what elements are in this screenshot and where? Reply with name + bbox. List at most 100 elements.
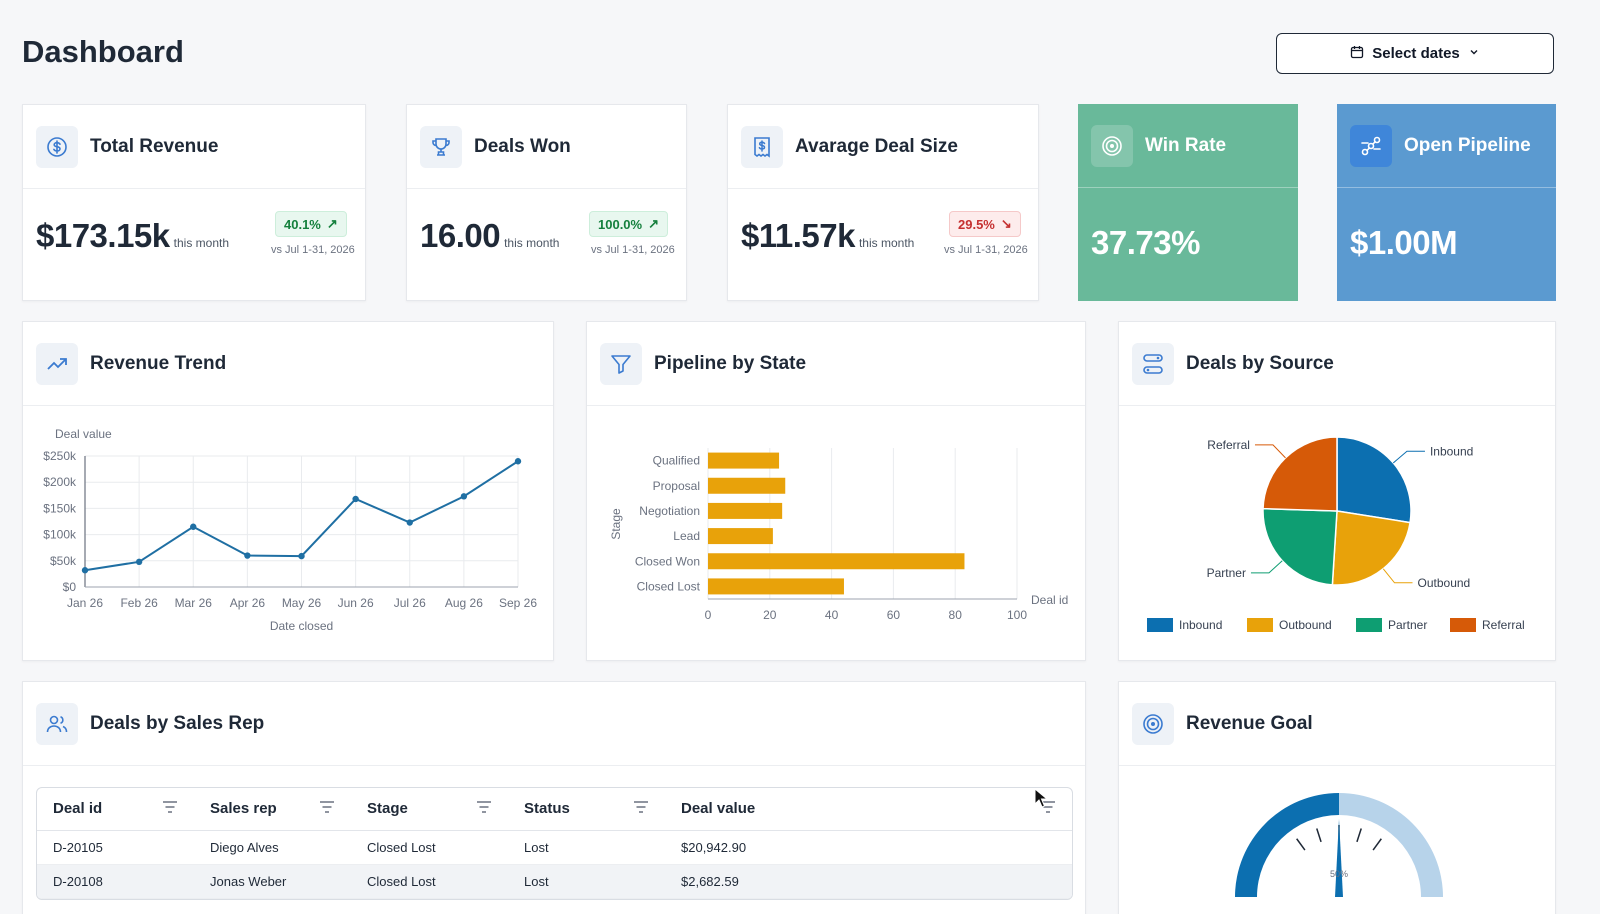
win-rate-card: Win Rate 37.73%	[1078, 104, 1298, 301]
column-header-deal-id[interactable]: Deal id	[37, 788, 194, 831]
y-tick-label: Negotiation	[639, 504, 700, 518]
pipeline-title: Pipeline by State	[654, 352, 807, 374]
x-tick-label: Jan 26	[67, 596, 103, 610]
filter-lines-icon[interactable]	[162, 800, 178, 818]
kpi-change-badge: 100.0% ↗	[589, 211, 668, 237]
column-header-deal-value[interactable]: Deal value	[665, 788, 1072, 831]
deals-by-sales-rep-title: Deals by Sales Rep	[90, 712, 265, 734]
kpi-value: $11.57k	[741, 217, 855, 254]
kpi-value: $173.15k	[36, 217, 170, 254]
revenue-trend-title: Revenue Trend	[90, 352, 227, 374]
open-pipeline-title: Open Pipeline	[1404, 134, 1531, 156]
cell-status: Lost	[508, 864, 665, 899]
pipeline-chart: 0 20 40 60 80 100 Qualified Proposal Negotiation…	[609, 448, 1068, 622]
data-point	[406, 519, 413, 526]
gauge-tick	[1296, 838, 1306, 851]
gauge-value-label: 50%	[1330, 869, 1348, 879]
y-tick-label: Proposal	[653, 479, 700, 493]
y-tick-label: $200k	[43, 475, 77, 489]
data-point	[81, 567, 89, 574]
deals-by-source-title: Deals by Source	[1186, 352, 1334, 374]
select-dates-button[interactable]: Select dates	[1276, 33, 1554, 74]
kpi-compare: vs Jul 1-31, 2026	[944, 244, 1028, 256]
filter-icon	[600, 342, 642, 385]
slice-leader-line	[1382, 568, 1413, 584]
cell-status: Lost	[508, 830, 665, 865]
cell-sales-rep: Diego Alves	[194, 830, 351, 865]
x-tick-label: Feb 26	[120, 596, 158, 610]
mouse-cursor-icon	[1034, 787, 1049, 813]
kpi-period: this month	[504, 236, 560, 250]
x-tick-label: 40	[825, 608, 839, 622]
cell-deal-value: $2,682.59	[665, 864, 1072, 899]
deals-by-source-panel: Deals by Source Inbound Outbound Partner Re…	[1118, 321, 1556, 661]
y-tick-label: Closed Won	[635, 554, 700, 568]
cell-stage: Closed Lost	[351, 830, 508, 865]
dollar-icon	[36, 125, 78, 168]
deals-table: Deal id Sales rep Stage Status Deal valu…	[36, 787, 1073, 900]
legend-swatch	[1356, 618, 1382, 632]
x-tick-label: Sep 26	[499, 596, 537, 610]
arrow-down-right-icon: ↘	[1000, 216, 1012, 231]
revenue-goal-gauge: 50%	[1235, 793, 1443, 897]
y-tick-label: Lead	[673, 529, 700, 543]
arrow-up-right-icon: ↗	[326, 216, 338, 231]
filter-lines-icon[interactable]	[1040, 800, 1056, 818]
x-tick-label: Jun 26	[338, 596, 374, 610]
receipt-icon	[741, 125, 783, 168]
kpi-change-badge: 29.5% ↘	[949, 211, 1021, 237]
cell-stage: Closed Lost	[351, 864, 508, 899]
gauge-tick	[1316, 828, 1322, 843]
win-rate-value: 37.73%	[1091, 224, 1200, 261]
win-rate-title: Win Rate	[1145, 134, 1227, 156]
x-tick-label: 0	[705, 608, 712, 622]
column-header-stage[interactable]: Stage	[351, 788, 508, 831]
pie-slice	[1262, 507, 1338, 586]
target-icon	[1091, 124, 1133, 167]
table-row[interactable]: D-20105 Diego Alves Closed Lost Lost $20…	[37, 830, 1072, 865]
revenue-goal-panel: Revenue Goal 50%	[1118, 681, 1556, 914]
y-tick-label: $250k	[43, 449, 77, 463]
legend-swatch	[1450, 618, 1476, 632]
slice-label: Referral	[1207, 438, 1250, 452]
bar	[708, 528, 773, 545]
y-tick-label: $150k	[43, 501, 77, 515]
filter-lines-icon[interactable]	[319, 800, 335, 818]
kpi-title: Total Revenue	[90, 135, 219, 157]
gauge-fill-arc	[1235, 793, 1339, 897]
kpi-card-total-revenue: Total Revenue $173.15k this month 40.1% …	[22, 104, 366, 301]
route-icon	[1132, 342, 1174, 385]
x-axis-label: Deal id	[1031, 593, 1068, 607]
kpi-compare: vs Jul 1-31, 2026	[591, 244, 675, 256]
column-header-sales-rep[interactable]: Sales rep	[194, 788, 351, 831]
kpi-card-deals-won: Deals Won 16.00 this month 100.0% ↗ vs J…	[406, 104, 687, 301]
filter-lines-icon[interactable]	[476, 800, 492, 818]
legend-label: Outbound	[1279, 618, 1332, 632]
data-point	[244, 552, 251, 559]
kpi-value: 16.00	[420, 217, 501, 254]
pipeline-icon	[1350, 124, 1392, 167]
x-axis-label: Date closed	[270, 619, 333, 633]
arrow-up-right-icon: ↗	[648, 216, 659, 231]
x-tick-label: 60	[887, 608, 901, 622]
data-point	[352, 495, 359, 503]
x-tick-label: Aug 26	[445, 596, 483, 610]
slice-leader-line	[1250, 560, 1283, 574]
table-row[interactable]: D-20108 Jonas Weber Closed Lost Lost $2,…	[37, 864, 1072, 899]
deals-by-source-chart: Inbound Outbound Partner Referral Inbound Out…	[1147, 436, 1525, 632]
revenue-trend-panel: Revenue Trend $0 $50k $100k $150k $200k $250k…	[22, 321, 554, 661]
x-tick-label: Mar 26	[175, 596, 213, 610]
cell-deal-id: D-20108	[37, 864, 194, 899]
chevron-down-icon	[1468, 45, 1480, 62]
column-header-status[interactable]: Status	[508, 788, 665, 831]
slice-leader-line	[1254, 444, 1286, 459]
cell-deal-value: $20,942.90	[665, 830, 1072, 865]
filter-lines-icon[interactable]	[633, 800, 649, 818]
cell-sales-rep: Jonas Weber	[194, 864, 351, 899]
pipeline-panel: Pipeline by State 0 20 40 60 80 100 Qualified P…	[586, 321, 1086, 661]
y-tick-label: Closed Lost	[637, 579, 701, 593]
pie-slice	[1331, 510, 1411, 586]
open-pipeline-value: $1.00M	[1350, 224, 1458, 261]
bar	[708, 477, 786, 494]
kpi-title: Deals Won	[474, 135, 571, 157]
